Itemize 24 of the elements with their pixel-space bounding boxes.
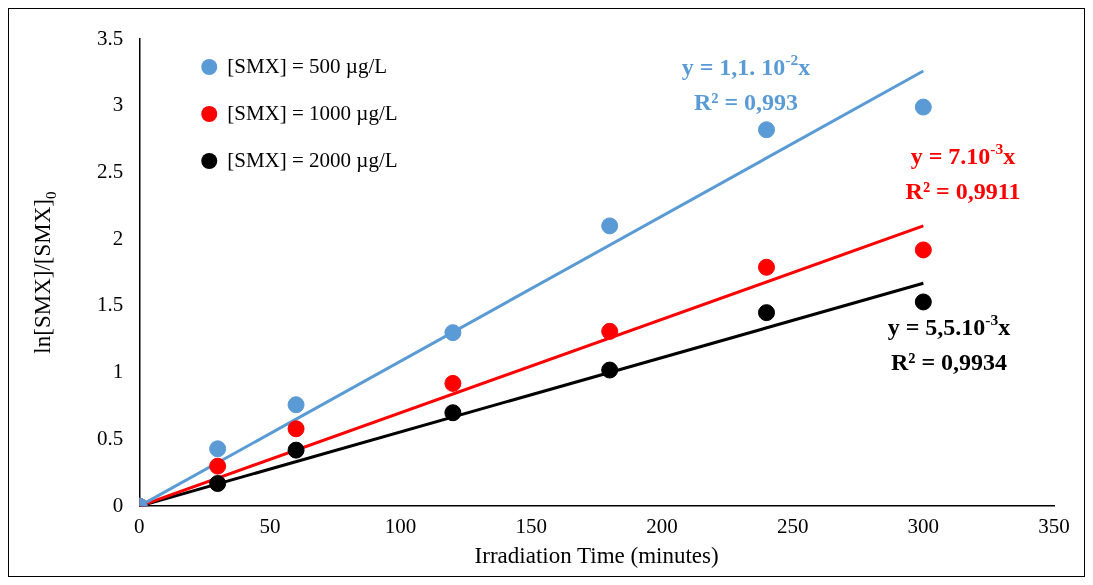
y-tick-label: 2.5 [97,159,124,183]
annotation: R² = 0,993 [693,89,799,116]
x-tick-label: 0 [134,514,145,539]
x-tick-label: 150 [515,514,548,539]
annotation: R² = 0,9934 [890,349,1008,376]
x-axis-title: Irradiation Time (minutes) [474,543,719,569]
legend-label: [SMX] = 1000 µg/L [227,100,398,125]
y-tick-label: 1.5 [97,292,124,317]
y-tick-label: 2 [112,225,124,250]
legend-label: [SMX] = 500 µg/L [227,53,388,78]
x-tick-label: 200 [646,514,678,539]
x-tick-label: 100 [384,514,417,539]
y-tick-label: 0 [112,492,124,517]
x-tick-label: 300 [907,514,940,539]
x-tick-label: 50 [259,514,281,539]
y-tick-label: 1 [112,359,124,384]
y-tick-label: 3.5 [97,25,124,50]
y-tick-label: 0.5 [97,425,124,450]
x-tick-label: 250 [776,514,809,539]
legend-label: [SMX] = 2000 µg/L [227,147,398,172]
y-axis-title: ln[SMX]/[SMX]0 [30,191,60,354]
x-tick-label: 350 [1038,514,1070,539]
y-tick-label: 3 [112,92,124,117]
annotation: R² = 0,9911 [905,178,1021,205]
